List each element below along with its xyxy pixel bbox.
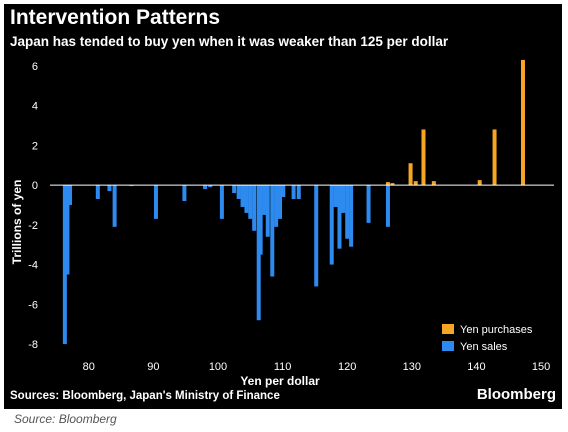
sale-bar-26 [291,185,296,200]
y-axis-label: Trillions of yen [10,180,24,265]
sale-bar-7 [153,185,158,219]
legend-label: Yen sales [460,341,508,353]
purchase-bar-6 [477,180,482,186]
sale-bar-24 [278,185,283,219]
purchase-bar-1 [390,183,395,186]
x-tick-label: 140 [467,361,485,373]
legend: Yen purchases Yen sales [442,324,533,353]
legend-swatch [442,324,454,334]
sale-bar-29 [329,185,334,265]
sale-bar-16 [248,185,253,219]
x-tick-label: 100 [209,361,227,373]
sale-bar-10 [208,185,213,188]
sale-bar-19 [258,185,263,255]
sources-note: Sources: Bloomberg, Japan's Ministry of … [10,390,280,402]
chart-title: Intervention Patterns [10,6,221,29]
purchase-bar-8 [520,59,525,186]
sale-bar-12 [232,185,237,194]
purchase-bar-4 [421,129,426,186]
y-tick-label: 6 [32,61,38,73]
sale-bar-36 [385,185,390,227]
legend-swatch [442,341,454,351]
x-tick-label: 130 [403,361,421,373]
x-tick-label: 110 [274,361,292,373]
x-tick-label: 150 [532,361,550,373]
chart-subtitle: Japan has tended to buy yen when it was … [10,34,449,49]
sale-bar-17 [252,185,257,231]
sale-bar-0 [62,185,67,345]
bar-chart: 6 4 2 0 -2 -4 -6 -8 80 90 100 110 120 130 140 150 Tril… [10,59,554,388]
y-tick-label: 0 [32,180,38,192]
y-tick-label: -2 [28,220,38,232]
sale-bar-8 [182,185,187,201]
sale-bar-32 [341,185,346,213]
sale-bar-28 [314,185,319,287]
x-tick-label: 90 [147,361,159,373]
purchase-bar-5 [431,181,436,186]
sale-bar-15 [244,185,249,213]
chart-panel: Intervention Patterns Japan has tended t… [4,4,562,409]
sale-bar-2 [68,185,73,205]
purchase-bar-3 [413,181,418,186]
sale-bar-27 [296,185,301,200]
x-tick-label: 120 [338,361,356,373]
sale-bar-14 [240,185,245,207]
y-tick-label: -8 [28,339,38,351]
legend-label: Yen purchases [460,324,533,336]
sale-bar-35 [366,185,371,223]
sale-bar-1 [65,185,70,275]
purchase-bar-7 [492,129,497,186]
y-tick-label: -6 [28,299,38,311]
sale-bar-21 [265,185,270,237]
purchase-bar-2 [408,163,413,186]
sale-bar-23 [274,185,279,227]
bloomberg-logo: Bloomberg [476,386,556,403]
y-tick-label: -4 [28,260,38,272]
y-tick-label: 2 [32,140,38,152]
x-tick-label: 80 [83,361,95,373]
purchase-bar-0 [385,182,390,186]
x-axis-label: Yen per dollar [240,374,320,388]
sale-bar-3 [95,185,100,200]
sale-bar-9 [203,185,208,190]
sale-bar-30 [333,185,338,207]
sale-bar-4 [107,185,112,192]
sale-bar-11 [219,185,224,219]
image-caption: Source: Bloomberg [14,412,117,426]
sale-bar-34 [349,185,354,247]
sale-bar-20 [262,185,267,215]
sale-bar-31 [337,185,342,249]
sale-bar-22 [270,185,275,277]
y-tick-label: 4 [32,101,38,113]
sale-bar-13 [236,185,241,200]
sale-bar-33 [345,185,350,239]
sale-bar-5 [112,185,117,227]
sale-bar-25 [281,185,286,198]
